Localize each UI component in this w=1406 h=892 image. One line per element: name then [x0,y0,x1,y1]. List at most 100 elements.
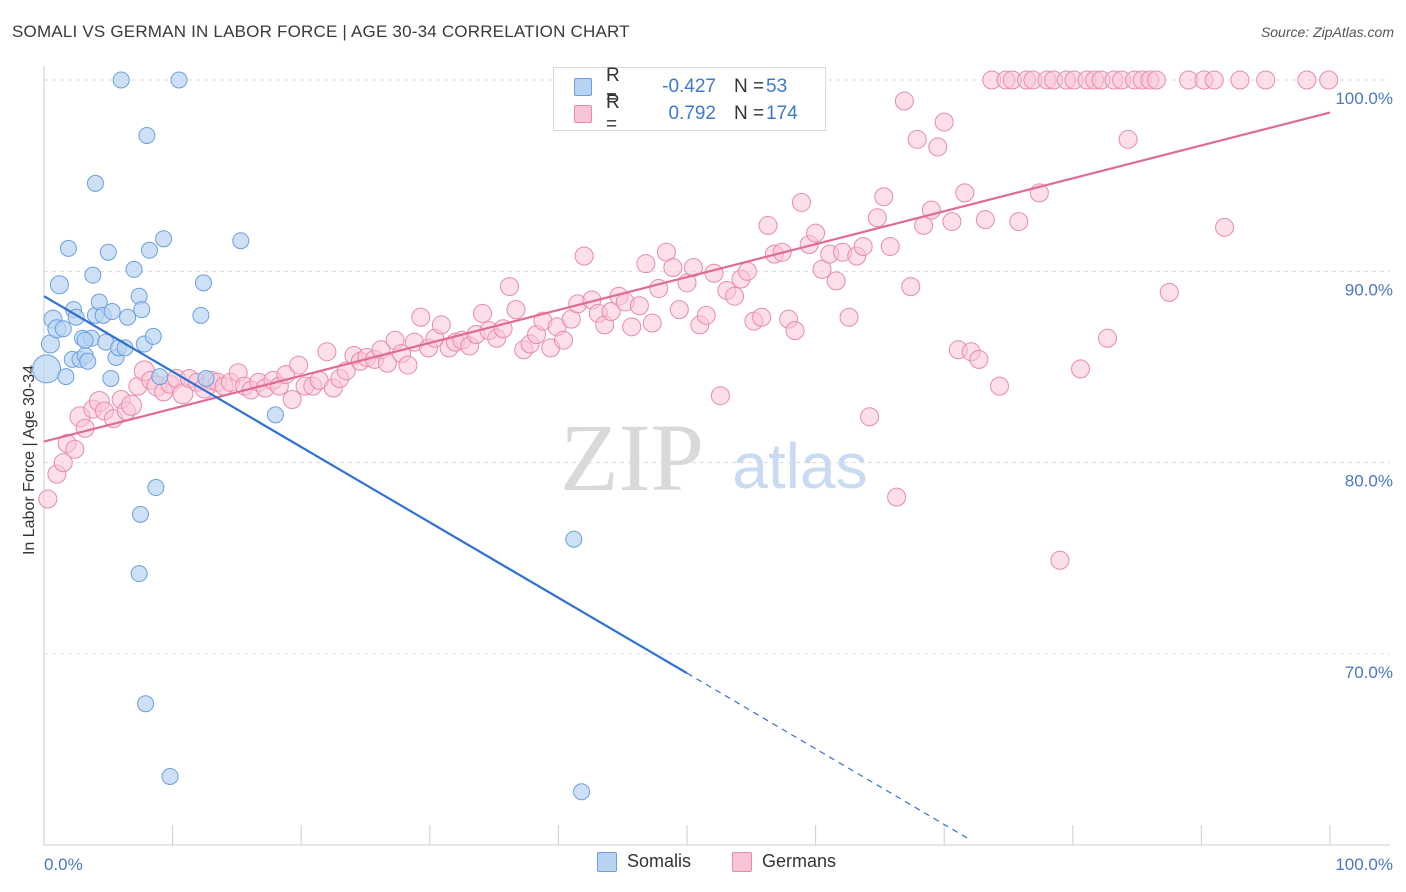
somali-point [151,368,169,386]
somali-legend-label: Somalis [627,851,692,871]
german-point [867,208,887,228]
tick-labels: 70.0% 80.0% 90.0% 100.0% 0.0% 100.0% [44,89,1393,874]
german-point [629,296,649,316]
somali-point [119,308,137,326]
y-tick-label: 90.0% [1345,280,1393,299]
somali-n-value: 53 [766,76,788,97]
german-point [887,487,907,507]
german-r-value: 0.792 [668,103,716,124]
watermark-zip: ZIP [560,404,704,511]
german-point [1050,550,1070,570]
somali-point [232,232,250,250]
german-point [506,300,526,320]
somali-point [99,243,117,261]
german-point [636,254,656,274]
somali-point [130,565,148,583]
german-point [1071,359,1091,379]
german-point [791,192,811,212]
somali-point [54,320,72,338]
bottom-legend-somali: Somalis [597,851,691,872]
somali-point [125,260,143,278]
somali-point [161,767,179,785]
german-point [398,355,418,375]
german-point [65,439,85,459]
german-point [1319,70,1339,90]
somali-point [140,241,158,259]
watermark-atlas: atlas [732,430,867,502]
somali-point [155,230,173,248]
german-point [120,394,142,416]
somali-point [32,354,62,384]
somali-legend-swatch [597,851,617,872]
somali-point [137,695,155,713]
somali-point [194,274,212,292]
german-point [907,129,927,149]
bottom-legend-german: Germans [732,851,836,872]
y-tick-label: 70.0% [1345,663,1393,682]
german-point [1297,70,1317,90]
legend-row-german: R = 0.792 N = 174 [574,92,798,135]
german-trend-line [43,111,1331,443]
german-swatch [574,105,592,123]
german-point [53,453,73,473]
german-legend-label: Germans [762,851,837,871]
somali-point [266,406,284,424]
german-point [411,307,431,327]
source-label: Source: ZipAtlas.com [1260,24,1394,40]
german-point [1146,70,1166,90]
german-point [601,302,621,322]
german-point [1098,328,1118,348]
legend-row-somali: R = -0.427 N = 53 [574,65,788,108]
somali-swatch [574,78,592,96]
german-point [934,112,954,132]
german-points [38,70,1339,570]
german-point [880,236,900,256]
somali-point [170,71,188,89]
german-point [989,376,1009,396]
german-point [663,258,683,278]
y-tick-label: 100.0% [1335,89,1393,108]
german-point [928,137,948,157]
german-point [669,300,689,320]
somali-point [112,71,130,89]
german-point [853,236,873,256]
german-point [1159,282,1179,302]
german-point [826,271,846,291]
somali-points [32,71,591,801]
somali-point [76,331,94,349]
german-point [710,386,730,406]
somali-r-label: R = [606,65,620,108]
german-point [317,342,337,362]
stats-legend: R = -0.427 N = 53 R = 0.792 N = 174 [553,65,826,135]
german-point [874,187,894,207]
german-point [737,261,757,281]
german-point [282,390,302,410]
german-point [969,349,989,369]
german-n-label: N = [734,103,765,124]
somali-point [147,479,165,497]
x-tick-label-max: 100.0% [1335,855,1393,874]
german-point [1009,212,1029,232]
german-point [289,355,309,375]
trend-lines [43,111,1331,841]
somali-point [57,368,75,386]
german-legend-swatch [732,851,752,872]
german-point [696,305,716,325]
somali-point [84,266,102,284]
somali-point [131,505,149,523]
somali-point [197,369,215,387]
german-point [38,489,58,509]
german-point [574,246,594,266]
german-point [839,307,859,327]
y-tick-label: 80.0% [1345,472,1393,491]
german-point [752,307,772,327]
german-n-value: 174 [766,103,798,124]
somali-n-label: N = [734,76,765,97]
german-point [812,259,832,279]
german-r-label: R = [606,92,620,135]
german-point [75,418,95,438]
german-point [1256,70,1276,90]
somali-point [138,126,156,144]
somali-point [79,352,97,370]
